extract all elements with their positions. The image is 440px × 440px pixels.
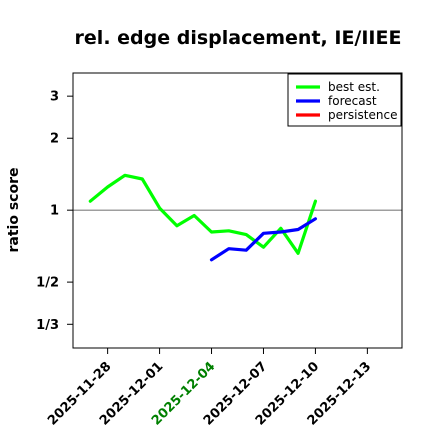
y-axis-label: ratio score [6,168,22,253]
series-line-forecast [209,217,317,262]
y-tick-label: 1/2 [36,276,59,291]
y-axis: 3 2 1 1/2 1/3 [36,90,73,333]
chart-title: rel. edge displacement, IE/IIEE [75,27,402,49]
legend-label: best est. [328,80,380,94]
series-line-best-est [88,173,317,255]
legend-label: persistence [328,108,397,122]
x-axis: 2025-11-282025-12-012025-12-042025-12-07… [45,348,374,429]
y-tick-label: 3 [50,90,59,105]
legend-label: forecast [328,94,377,108]
y-tick-label: 1 [50,204,59,219]
y-tick-label: 1/3 [36,318,59,333]
y-tick-label: 2 [50,132,59,147]
series-lines [88,173,317,262]
